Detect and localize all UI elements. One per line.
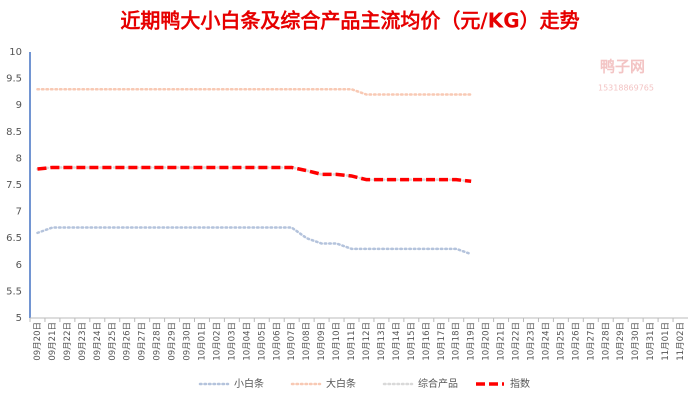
x-tick-label: 09月24日 <box>93 322 103 361</box>
x-tick-label: 09月29日 <box>168 322 178 361</box>
x-tick-label: 10月16日 <box>422 322 432 361</box>
x-tick-label: 09月20日 <box>33 322 43 361</box>
x-tick-label: 11月02日 <box>676 322 686 361</box>
y-tick-label: 6.5 <box>6 233 22 244</box>
watermark-phone: 15318869765 <box>598 84 654 93</box>
x-tick-label: 10月12日 <box>362 322 372 361</box>
series-line <box>36 87 473 96</box>
x-tick-label: 10月23日 <box>526 322 536 361</box>
legend-label: 指数 <box>510 377 530 390</box>
y-tick-label: 9.5 <box>6 74 22 85</box>
legend-label: 小白条 <box>234 377 264 390</box>
x-tick-label: 10月13日 <box>377 322 387 361</box>
chart-title: 近期鸭大小白条及综合产品主流均价（元/KG）走势 <box>120 9 579 33</box>
x-tick-label: 11月01日 <box>661 322 671 361</box>
x-tick-label: 10月10日 <box>332 322 342 361</box>
y-tick-label: 5 <box>16 313 22 324</box>
y-tick-label: 8 <box>16 153 22 164</box>
x-tick-label: 10月28日 <box>601 322 611 361</box>
y-tick-label: 6 <box>16 260 22 271</box>
x-tick-label: 10月01日 <box>197 322 207 361</box>
x-tick-label: 10月22日 <box>512 322 522 361</box>
x-tick-label: 10月17日 <box>437 322 447 361</box>
y-tick-label: 9 <box>16 100 22 111</box>
x-tick-label: 10月26日 <box>571 322 581 361</box>
x-tick-label: 10月29日 <box>616 322 626 361</box>
x-tick-label: 09月30日 <box>183 322 193 361</box>
x-tick-label: 10月15日 <box>407 322 417 361</box>
y-tick-label: 7.5 <box>6 180 22 191</box>
x-tick-label: 10月14日 <box>392 322 402 361</box>
x-tick-label: 10月09日 <box>317 322 327 361</box>
y-tick-label: 8.5 <box>6 127 22 138</box>
x-tick-label: 10月30日 <box>631 322 641 361</box>
x-tick-label: 10月31日 <box>646 322 656 361</box>
x-tick-label: 09月23日 <box>78 322 88 361</box>
x-tick-label: 10月20日 <box>482 322 492 361</box>
y-tick-label: 5.5 <box>6 286 22 297</box>
x-tick-label: 09月25日 <box>108 322 118 361</box>
x-tick-label: 10月18日 <box>452 322 462 361</box>
watermark: 鸭子网 <box>600 58 645 76</box>
x-tick-label: 10月24日 <box>541 322 551 361</box>
series-line <box>37 165 472 184</box>
x-tick-label: 10月03日 <box>227 322 237 361</box>
x-tick-label: 10月25日 <box>556 322 566 361</box>
x-tick-label: 10月05日 <box>257 322 267 361</box>
x-tick-label: 09月28日 <box>153 322 163 361</box>
legend-label: 综合产品 <box>418 377 458 390</box>
x-tick-label: 10月02日 <box>212 322 222 361</box>
x-tick-label: 10月04日 <box>242 322 252 361</box>
x-tick-label: 09月22日 <box>63 322 73 361</box>
x-tick-label: 10月27日 <box>586 322 596 361</box>
x-tick-label: 10月19日 <box>467 322 477 361</box>
x-tick-label: 10月21日 <box>497 322 507 361</box>
x-tick-label: 10月07日 <box>287 322 297 361</box>
legend-label: 大白条 <box>326 377 356 390</box>
x-tick-label: 10月06日 <box>272 322 282 361</box>
y-tick-label: 7 <box>16 207 22 218</box>
x-tick-label: 09月21日 <box>48 322 58 361</box>
x-tick-label: 09月26日 <box>123 322 133 361</box>
x-tick-label: 09月27日 <box>138 322 148 361</box>
y-tick-label: 10 <box>9 47 22 58</box>
x-tick-label: 10月11日 <box>347 322 357 361</box>
x-tick-label: 10月08日 <box>302 322 312 361</box>
series-line <box>36 226 473 256</box>
